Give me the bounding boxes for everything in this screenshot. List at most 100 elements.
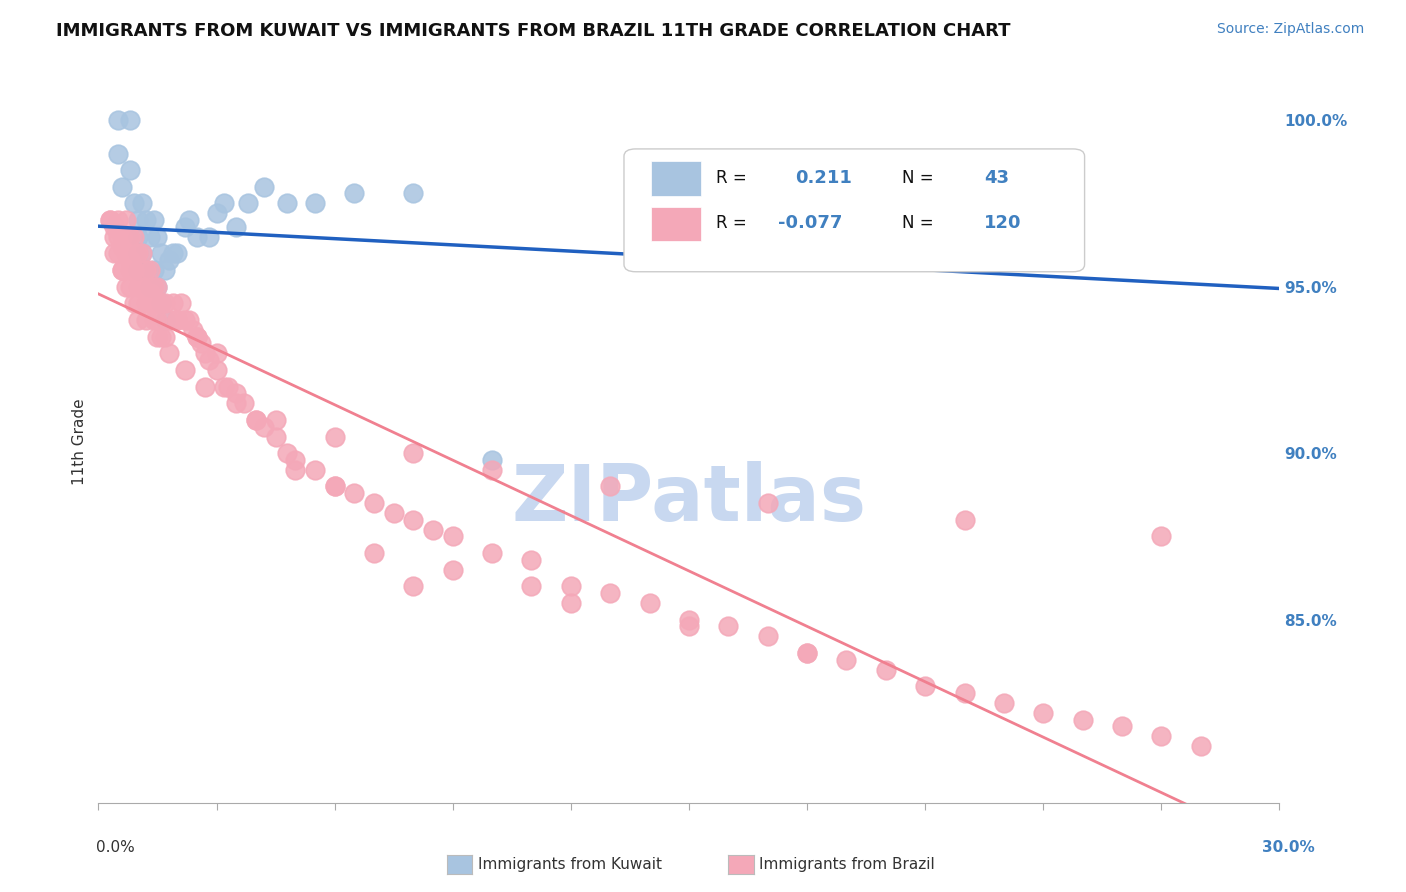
Point: [127, 263, 149, 277]
Point: [599, 586, 621, 600]
Point: [402, 186, 425, 201]
Point: [953, 686, 976, 700]
Point: [217, 379, 239, 393]
Point: [157, 346, 180, 360]
Point: [166, 246, 188, 260]
Text: Source: ZipAtlas.com: Source: ZipAtlas.com: [1216, 22, 1364, 37]
Point: [138, 296, 160, 310]
Point: [122, 229, 145, 244]
Point: [103, 229, 125, 244]
Point: [155, 263, 177, 277]
Point: [107, 113, 129, 128]
Point: [264, 413, 287, 427]
Point: [520, 579, 543, 593]
Point: [363, 496, 385, 510]
Text: 43: 43: [984, 169, 1010, 186]
Point: [166, 313, 188, 327]
Point: [118, 263, 141, 277]
Point: [796, 646, 818, 660]
Point: [146, 329, 169, 343]
Point: [155, 313, 177, 327]
Point: [131, 246, 153, 260]
Point: [174, 219, 197, 234]
Text: N =: N =: [901, 214, 934, 232]
Text: N =: N =: [901, 169, 934, 186]
Point: [103, 219, 125, 234]
Text: 120: 120: [984, 214, 1022, 232]
FancyBboxPatch shape: [624, 149, 1084, 272]
Point: [118, 229, 141, 244]
Point: [115, 246, 138, 260]
Point: [138, 229, 160, 244]
Point: [142, 213, 165, 227]
Point: [560, 579, 582, 593]
Text: Immigrants from Kuwait: Immigrants from Kuwait: [478, 857, 662, 871]
Point: [146, 229, 169, 244]
Point: [253, 179, 276, 194]
Point: [107, 213, 129, 227]
Point: [186, 329, 208, 343]
Point: [118, 113, 141, 128]
Point: [122, 196, 145, 211]
Point: [107, 146, 129, 161]
Point: [155, 329, 177, 343]
Point: [481, 453, 503, 467]
Point: [127, 229, 149, 244]
Point: [142, 279, 165, 293]
Point: [236, 196, 259, 211]
Point: [284, 463, 307, 477]
Point: [150, 246, 173, 260]
Point: [253, 419, 276, 434]
Text: -0.077: -0.077: [778, 214, 842, 232]
Point: [150, 329, 173, 343]
Point: [135, 263, 157, 277]
Text: IMMIGRANTS FROM KUWAIT VS IMMIGRANTS FROM BRAZIL 11TH GRADE CORRELATION CHART: IMMIGRANTS FROM KUWAIT VS IMMIGRANTS FRO…: [56, 22, 1011, 40]
Point: [150, 296, 173, 310]
Point: [875, 229, 897, 244]
Point: [343, 486, 366, 500]
Point: [135, 313, 157, 327]
Point: [177, 213, 200, 227]
Point: [264, 429, 287, 443]
Point: [1150, 729, 1173, 743]
Point: [756, 496, 779, 510]
Point: [225, 219, 247, 234]
Point: [157, 253, 180, 268]
Point: [157, 313, 180, 327]
Point: [122, 296, 145, 310]
Point: [323, 429, 346, 443]
Point: [122, 263, 145, 277]
Point: [953, 513, 976, 527]
Point: [107, 246, 129, 260]
Point: [323, 479, 346, 493]
Point: [162, 246, 184, 260]
Point: [245, 413, 267, 427]
Point: [127, 296, 149, 310]
Point: [127, 246, 149, 260]
Point: [111, 179, 134, 194]
Point: [146, 279, 169, 293]
FancyBboxPatch shape: [651, 207, 700, 242]
Point: [115, 246, 138, 260]
Point: [284, 453, 307, 467]
Point: [146, 279, 169, 293]
Text: 0.211: 0.211: [796, 169, 852, 186]
Point: [1111, 719, 1133, 733]
Point: [422, 523, 444, 537]
Point: [835, 652, 858, 666]
Point: [162, 296, 184, 310]
Point: [146, 313, 169, 327]
Point: [560, 596, 582, 610]
Point: [177, 313, 200, 327]
Point: [131, 279, 153, 293]
Text: 30.0%: 30.0%: [1261, 840, 1315, 855]
FancyBboxPatch shape: [651, 161, 700, 196]
Point: [214, 196, 236, 211]
Point: [103, 246, 125, 260]
Point: [115, 279, 138, 293]
Point: [127, 313, 149, 327]
Text: R =: R =: [716, 169, 747, 186]
Point: [150, 296, 173, 310]
Point: [1189, 739, 1212, 754]
Point: [118, 253, 141, 268]
